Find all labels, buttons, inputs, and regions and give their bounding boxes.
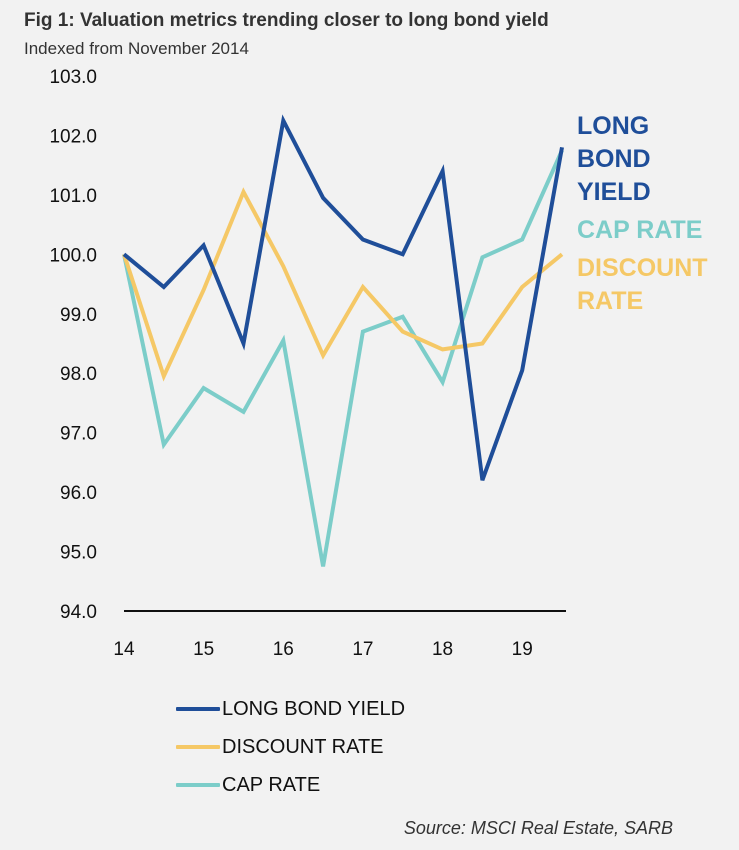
end-label-discount-rate: RATE	[577, 287, 643, 315]
x-tick-label: 18	[432, 639, 453, 660]
legend-item-long-bond-yield: LONG BOND YIELD	[176, 690, 405, 728]
end-label-long-bond-yield: BOND	[577, 145, 651, 173]
y-tick-label: 98.0	[60, 364, 97, 385]
end-labels: LONG BOND YIELD CAP RATE DISCOUNT RATE	[577, 112, 708, 315]
series-line-long-bond-yield	[122, 114, 564, 481]
legend-swatch-discount-rate	[176, 745, 220, 749]
y-tick-label: 95.0	[60, 543, 97, 564]
chart-subtitle: Indexed from November 2014	[24, 39, 249, 58]
y-axis-ticks: 94.0 95.0 96.0 97.0 98.0 99.0 100.0 101.0 102.0 1…	[49, 67, 97, 623]
x-tick-label: 14	[113, 639, 135, 660]
y-tick-label: 103.0	[49, 67, 97, 88]
series-line-discount-rate	[122, 187, 564, 382]
source-note: Source: MSCI Real Estate, SARB	[403, 818, 673, 838]
x-tick-label: 19	[512, 639, 533, 660]
x-axis-ticks: 14 15 16 17 18 19	[113, 639, 532, 660]
y-tick-label: 99.0	[60, 305, 97, 326]
y-tick-label: 100.0	[49, 245, 97, 266]
legend-item-cap-rate: CAP RATE	[176, 766, 405, 804]
legend-label-cap-rate: CAP RATE	[222, 773, 321, 796]
y-tick-label: 94.0	[60, 602, 97, 623]
y-tick-label: 102.0	[49, 126, 97, 147]
x-tick-label: 16	[273, 639, 294, 660]
series-lines	[122, 114, 564, 567]
x-tick-label: 15	[193, 639, 214, 660]
end-label-cap-rate: CAP RATE	[577, 216, 702, 244]
legend-item-discount-rate: DISCOUNT RATE	[176, 728, 405, 766]
y-tick-label: 96.0	[60, 483, 97, 504]
legend-label-long-bond-yield: LONG BOND YIELD	[222, 697, 406, 720]
x-tick-label: 17	[352, 639, 373, 660]
y-tick-label: 101.0	[49, 186, 97, 207]
chart-title: Fig 1: Valuation metrics trending closer…	[24, 10, 549, 31]
legend-swatch-long-bond-yield	[176, 707, 220, 711]
end-label-discount-rate: DISCOUNT	[577, 254, 708, 282]
end-label-long-bond-yield: LONG	[577, 112, 649, 140]
legend: LONG BOND YIELD DISCOUNT RATE CAP RATE	[176, 690, 405, 804]
legend-label-discount-rate: DISCOUNT RATE	[222, 735, 384, 758]
end-label-long-bond-yield: YIELD	[577, 178, 651, 206]
legend-swatch-cap-rate	[176, 783, 220, 787]
series-line-cap-rate	[122, 149, 564, 567]
y-tick-label: 97.0	[60, 424, 97, 445]
